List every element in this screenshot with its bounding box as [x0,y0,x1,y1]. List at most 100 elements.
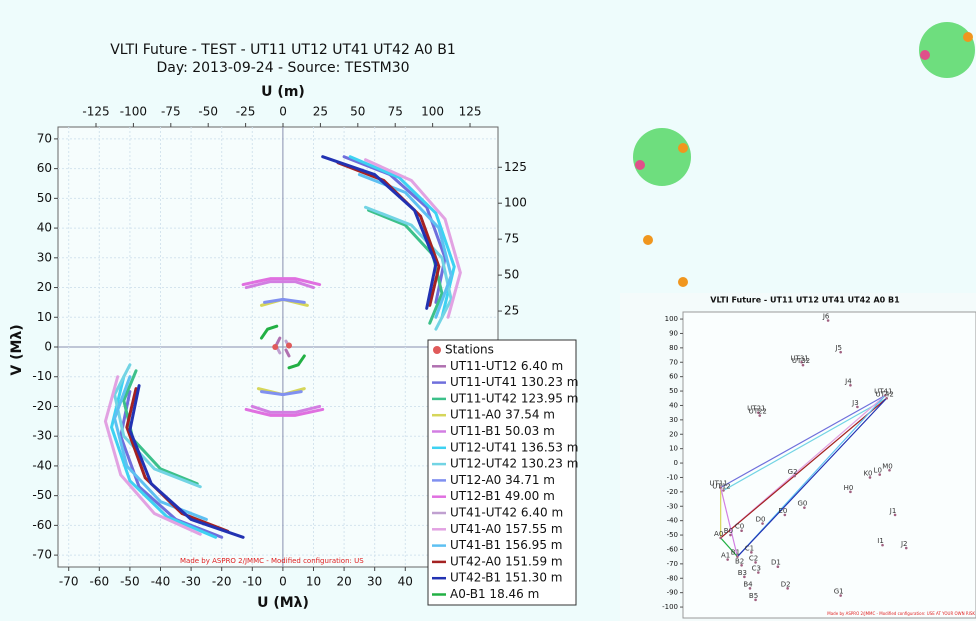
x2-tick-label: 25 [313,105,328,119]
station-label: B5 [749,592,758,600]
y-tick-label: 20 [669,430,678,438]
station [783,513,787,517]
station-label: B2 [735,557,744,565]
uv-track [113,205,453,489]
station [888,468,891,472]
x-tick-label: -10 [242,575,262,589]
x2-tick-label: 50 [350,105,365,119]
y-tick-label: -40 [32,458,52,472]
station-label: C3 [752,564,761,572]
station-label: B1 [731,549,740,557]
dot [635,160,645,170]
station [893,513,897,517]
station-label: UT12 [712,482,730,490]
station-label: H0 [844,484,854,492]
station [884,394,887,397]
legend-label: UT41-A0 157.55 m [450,522,563,536]
x-tick-label: -40 [151,575,171,589]
y-tick-label: -50 [667,531,678,539]
station [786,587,789,590]
station-label: I1 [877,537,884,545]
legend-label: UT12-UT42 130.23 m [450,457,578,471]
y-tick-label: -10 [32,369,52,383]
y-tick-label: 30 [669,416,678,424]
station [800,360,803,364]
uv-track [259,297,306,397]
legend-label: UT42-A0 151.59 m [450,554,563,568]
station [758,414,762,417]
station-chart-title: VLTI Future - UT11 UT12 UT41 UT42 A0 B1 [710,296,900,305]
legend-label: UT11-B1 50.03 m [450,424,555,438]
station [885,396,889,400]
legend [427,339,577,606]
station-label: J5 [834,344,842,352]
station-label: B3 [738,569,747,577]
y-tick-label: -20 [667,488,678,496]
x2-tick-label: 75 [388,105,403,119]
y-tick-label: 70 [37,131,52,145]
legend-label: UT11-UT42 123.95 m [450,391,578,405]
dot [678,143,688,153]
station [839,350,842,354]
legend-label: UT11-UT41 130.23 m [450,375,578,389]
station [793,474,796,478]
x-tick-label: -70 [59,575,79,589]
x-tick-label: 30 [367,575,382,589]
y-tick-label: -60 [32,518,52,532]
y-tick-label: 0 [44,340,52,354]
legend-label: UT41-UT42 6.40 m [450,506,563,520]
x-tick-label: 40 [398,575,413,589]
station-plot-area [682,311,976,619]
y-axis-label: V (Mλ) [9,324,25,375]
x2-tick-label: -75 [161,105,181,119]
y-tick-label: 80 [669,344,678,352]
y-tick-label: 40 [37,221,52,235]
plot-content [58,127,498,567]
station [878,473,882,476]
station [757,411,760,414]
station-label: UT21 [747,405,765,413]
uv-track [241,277,325,417]
station-label: M0 [882,462,893,470]
legend-label: UT12-B1 49.00 m [450,489,555,503]
station [740,529,743,533]
legend-label: UT42-B1 151.30 m [450,571,562,585]
station-label: D2 [781,580,791,588]
legend-label: UT11-A0 37.54 m [450,408,555,422]
disc [919,22,975,78]
uv-track [103,158,462,536]
station-label: A0 [714,530,723,538]
station [849,383,852,387]
chart-subtitle: Day: 2013-09-24 - Source: TESTM30 [156,60,409,76]
station-label: C0 [735,523,744,531]
dot [963,32,973,42]
y-tick-label: 10 [669,445,678,453]
station-label: J2 [900,540,908,548]
x-axis-label: U (Mλ) [257,595,309,611]
station [803,506,806,509]
x-tick-label: -50 [120,575,140,589]
station [839,594,842,597]
y2-tick-label: 50 [504,268,519,282]
station-label: B0 [724,527,733,535]
station [722,489,725,492]
y-tick-label: -10 [667,473,678,481]
station [754,561,757,564]
y-tick-label: -40 [667,517,678,525]
uv-track [109,155,456,539]
x2-tick-label: 100 [421,105,444,119]
footer: Made by ASPRO 2/JMMC - Modified configur… [180,557,364,565]
station-label: D0 [756,516,766,524]
station [726,558,729,561]
y-tick-label: -90 [667,589,678,597]
station [881,543,884,547]
station-label: J6 [822,312,830,320]
station-point [286,342,293,349]
station-label: A1 [721,552,730,560]
x-tick-label: 0 [279,575,287,589]
station-label: C1 [745,544,754,552]
station [826,319,830,322]
y-tick-label: 0 [674,459,678,467]
station-label: D1 [771,559,781,567]
